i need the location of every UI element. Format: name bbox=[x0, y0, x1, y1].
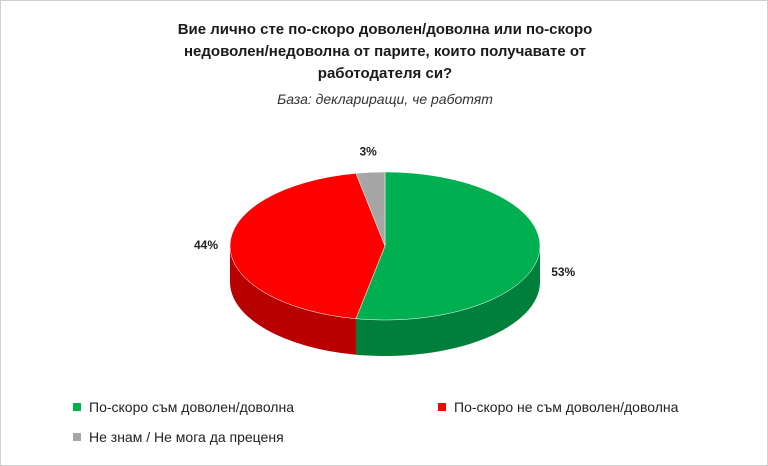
legend-item: По-скоро съм доволен/доволна bbox=[73, 399, 294, 415]
pie-slice bbox=[229, 173, 386, 319]
legend-label: По-скоро съм доволен/доволна bbox=[89, 399, 294, 415]
chart-title: Вие лично сте по-скоро доволен/доволна и… bbox=[177, 21, 593, 82]
legend-label: По-скоро не съм доволен/доволна bbox=[454, 399, 679, 415]
legend-swatch bbox=[438, 403, 446, 411]
data-label: 53% bbox=[551, 265, 575, 279]
pie-slice bbox=[355, 171, 541, 321]
legend-swatch bbox=[73, 403, 81, 411]
legend-item: По-скоро не съм доволен/доволна bbox=[438, 399, 678, 415]
data-label: 44% bbox=[194, 238, 218, 252]
pie-slice-side bbox=[355, 246, 541, 356]
pie-slice-side bbox=[230, 246, 356, 355]
legend-item: Не знам / Не мога да преценя bbox=[73, 429, 284, 445]
legend-label: Не знам / Не мога да преценя bbox=[89, 429, 284, 445]
data-label: 3% bbox=[359, 145, 377, 159]
chart-subtitle: База: деклариращи, че работят bbox=[277, 91, 493, 107]
legend-swatch bbox=[73, 433, 81, 441]
pie-slice bbox=[355, 171, 386, 247]
